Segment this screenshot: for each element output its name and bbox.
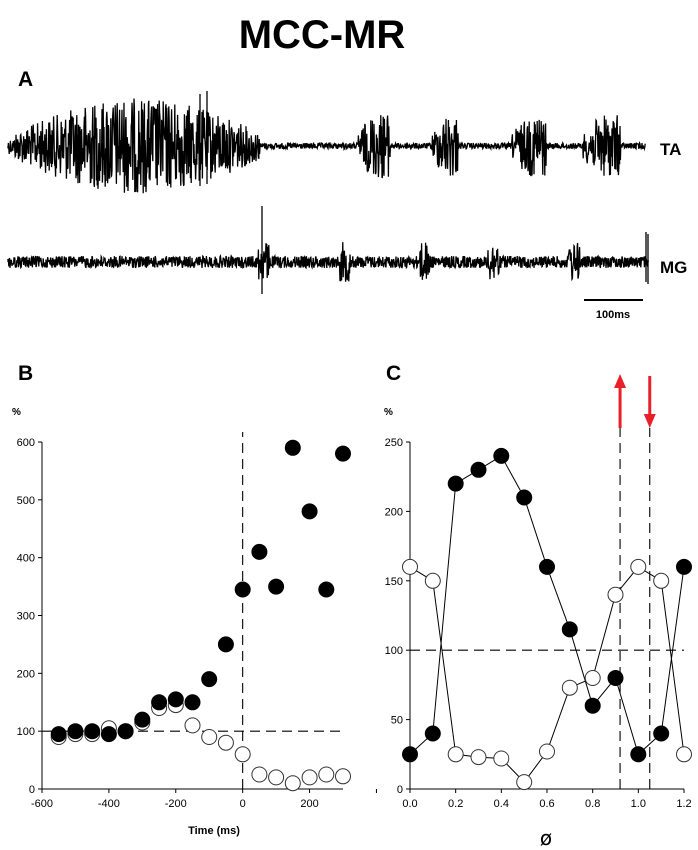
panel-b-filled-point (67, 723, 84, 740)
panel-c-arrow-up-head (614, 374, 627, 388)
panel-c-filled-point (424, 725, 441, 742)
panel-b-label: B (18, 362, 33, 385)
panel-b-open-point (301, 769, 318, 786)
panel-b-y-tick-label: 100 (17, 726, 35, 738)
panel-c-label: C (386, 362, 401, 385)
panel-b-filled-point (251, 543, 268, 560)
panel-c-filled-point (470, 461, 487, 478)
panel-b-chart: 0 100 200 300 400 500 600 -600 -400 -200 0 200 (17, 432, 377, 810)
panel-b-filled-point (184, 694, 201, 711)
panel-c-arrow-down-head (643, 414, 656, 428)
panel-c-open-point (676, 746, 692, 763)
panel-c-open-point (493, 750, 510, 767)
trace-label-mg: MG (660, 258, 687, 277)
panel-b-open-point (335, 768, 351, 785)
panel-c-open-point (402, 558, 418, 575)
panel-b-open-point (251, 766, 268, 783)
panel-c-y-tick-label: 50 (391, 715, 403, 727)
trace-label-ta: TA (660, 140, 681, 159)
panel-b-filled-point (301, 503, 318, 520)
panel-b-filled-point (217, 636, 234, 653)
panel-c-filled-point (630, 746, 647, 763)
panel-c-open-point (424, 572, 441, 589)
panel-c-x-tick-label: 0.0 (402, 798, 417, 810)
panel-c-y-tick-label: 100 (385, 645, 403, 657)
panel-b-filled-point (167, 691, 184, 708)
panel-c-open-point (561, 679, 578, 696)
panel-c-y-tick-label: 250 (385, 437, 403, 449)
figure-title: MCC-MR (239, 13, 406, 57)
panel-c-open-point (470, 749, 487, 766)
panel-b-filled-point (268, 578, 285, 595)
panel-b-filled-point (318, 581, 335, 598)
panel-c-filled-point (493, 447, 510, 464)
panel-c-filled-point (584, 697, 601, 714)
panel-c-open-point (630, 558, 647, 575)
panel-b-filled-point (84, 723, 101, 740)
panel-c-open-point (607, 586, 624, 603)
time-scale-label: 100ms (596, 309, 630, 321)
panel-c-open-point (516, 774, 533, 791)
panel-b-x-tick-label: 200 (300, 798, 318, 810)
panel-c-open-point (584, 670, 601, 686)
panel-c-xlabel: ø (540, 826, 552, 850)
panel-c-filled-point (539, 558, 555, 575)
panel-c-y-tick-label: 200 (385, 506, 403, 518)
panel-b-filled-point (335, 445, 351, 462)
panel-b-open-point (284, 775, 301, 792)
panel-b-xlabel: Time (ms) (188, 825, 240, 837)
panel-c-x-tick-label: 0.6 (539, 798, 554, 810)
panel-c-chart: 0 50 100 150 200 250 0.0 0.2 0.4 0.6 0.8 1.0 1.2 (385, 374, 692, 810)
panel-c-filled-point (402, 746, 418, 763)
panel-b-open-point (234, 746, 251, 763)
panel-a-label: A (18, 68, 33, 91)
panel-b-filled-point (50, 726, 67, 743)
panel-c-filled-point (447, 475, 464, 492)
panel-b-filled-point (117, 723, 134, 740)
panel-b-open-point (201, 729, 218, 745)
panel-c-unit: % (384, 407, 393, 418)
panel-c-filled-point (607, 670, 624, 686)
panel-b-open-point (268, 769, 285, 786)
panel-b-x-tick-label: -400 (98, 798, 120, 810)
panel-b-y-tick-label: 500 (17, 495, 35, 507)
panel-b-filled-point (134, 711, 151, 728)
panel-b-y-tick-label: 0 (29, 784, 35, 796)
panel-b-unit: % (12, 407, 21, 418)
panel-b-filled-point (151, 694, 168, 711)
panel-c-y-tick-label: 0 (397, 784, 403, 796)
panel-c-x-tick-label: 0.2 (448, 798, 463, 810)
panel-c-filled-point (653, 725, 670, 742)
panel-b-y-tick-label: 600 (17, 437, 35, 449)
panel-c-filled-point (676, 558, 692, 575)
panel-b-x-tick-label: -600 (31, 798, 53, 810)
panel-b-open-point (184, 717, 201, 734)
panel-b-filled-point (100, 726, 117, 743)
panel-b-filled-point (284, 439, 301, 456)
emg-traces (7, 91, 650, 294)
panel-b-y-tick-label: 200 (17, 668, 35, 680)
panel-c-filled-point (516, 489, 533, 506)
panel-b-open-point (318, 766, 335, 783)
panel-c-x-tick-label: 1.2 (676, 798, 691, 810)
panel-b-x-tick-label: 0 (240, 798, 246, 810)
panel-b-filled-point (201, 671, 218, 688)
panel-b-open-point (217, 734, 234, 751)
panel-b-y-tick-label: 300 (17, 611, 35, 623)
panel-c-open-point (539, 743, 555, 760)
ta-emg-trace (7, 91, 646, 194)
panel-b-filled-point (234, 581, 251, 598)
panel-c-filled-point (561, 621, 578, 638)
panel-c-open-point (653, 572, 670, 589)
panel-b-x-tick-label: -200 (165, 798, 187, 810)
panel-c-x-tick-label: 1.0 (631, 798, 646, 810)
mg-emg-trace (7, 206, 650, 294)
panel-c-x-tick-label: 0.8 (585, 798, 600, 810)
panel-c-x-tick-label: 0.4 (494, 798, 509, 810)
panel-c-y-tick-label: 150 (385, 576, 403, 588)
panel-c-open-point (447, 746, 464, 763)
panel-c-series-1-line (409, 455, 685, 756)
panel-b-y-tick-label: 400 (17, 553, 35, 565)
